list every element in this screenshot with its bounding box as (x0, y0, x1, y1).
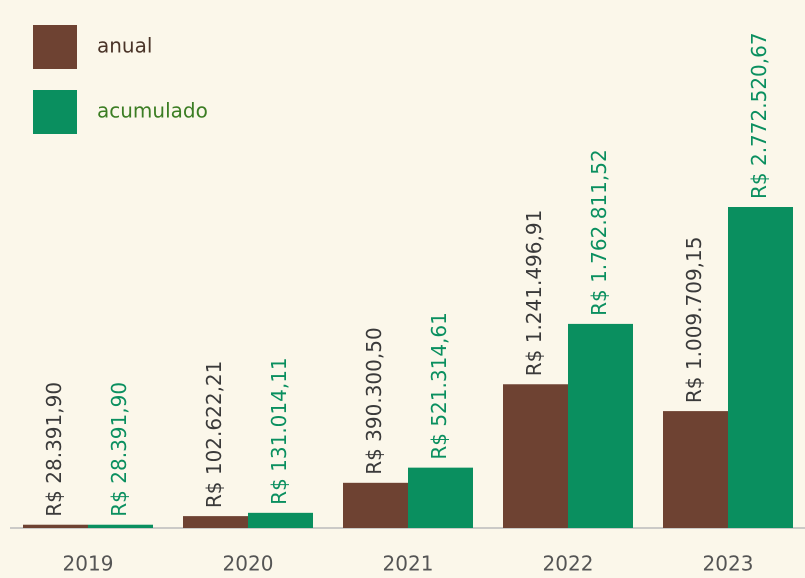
bar (183, 516, 248, 528)
bar (88, 524, 153, 528)
data-label: R$ 521.314,61 (427, 312, 451, 460)
x-tick-label: 2020 (223, 552, 274, 576)
bar (408, 467, 473, 528)
data-label: R$ 1.762.811,52 (587, 149, 611, 316)
data-label: R$ 28.391,90 (42, 382, 66, 517)
legend-swatch (33, 90, 77, 134)
legend-label: anual (97, 34, 152, 58)
x-tick-label: 2023 (703, 552, 754, 576)
bar (728, 207, 793, 528)
bar (503, 384, 568, 528)
data-label: R$ 28.391,90 (107, 382, 131, 517)
data-label: R$ 1.241.496,91 (522, 210, 546, 377)
bar (343, 482, 408, 528)
x-tick-label: 2019 (63, 552, 114, 576)
data-label: R$ 390.300,50 (362, 327, 386, 475)
data-label: R$ 102.622,21 (202, 361, 226, 509)
bar (663, 411, 728, 528)
data-label: R$ 2.772.520,67 (747, 32, 771, 199)
legend-swatch (33, 25, 77, 69)
data-label: R$ 131.014,11 (267, 357, 291, 505)
bar (248, 512, 313, 528)
data-label: R$ 1.009.709,15 (682, 237, 706, 404)
x-tick-label: 2022 (543, 552, 594, 576)
x-tick-label: 2021 (383, 552, 434, 576)
legend-label: acumulado (97, 99, 208, 123)
bar (23, 524, 88, 528)
bar (568, 323, 633, 528)
